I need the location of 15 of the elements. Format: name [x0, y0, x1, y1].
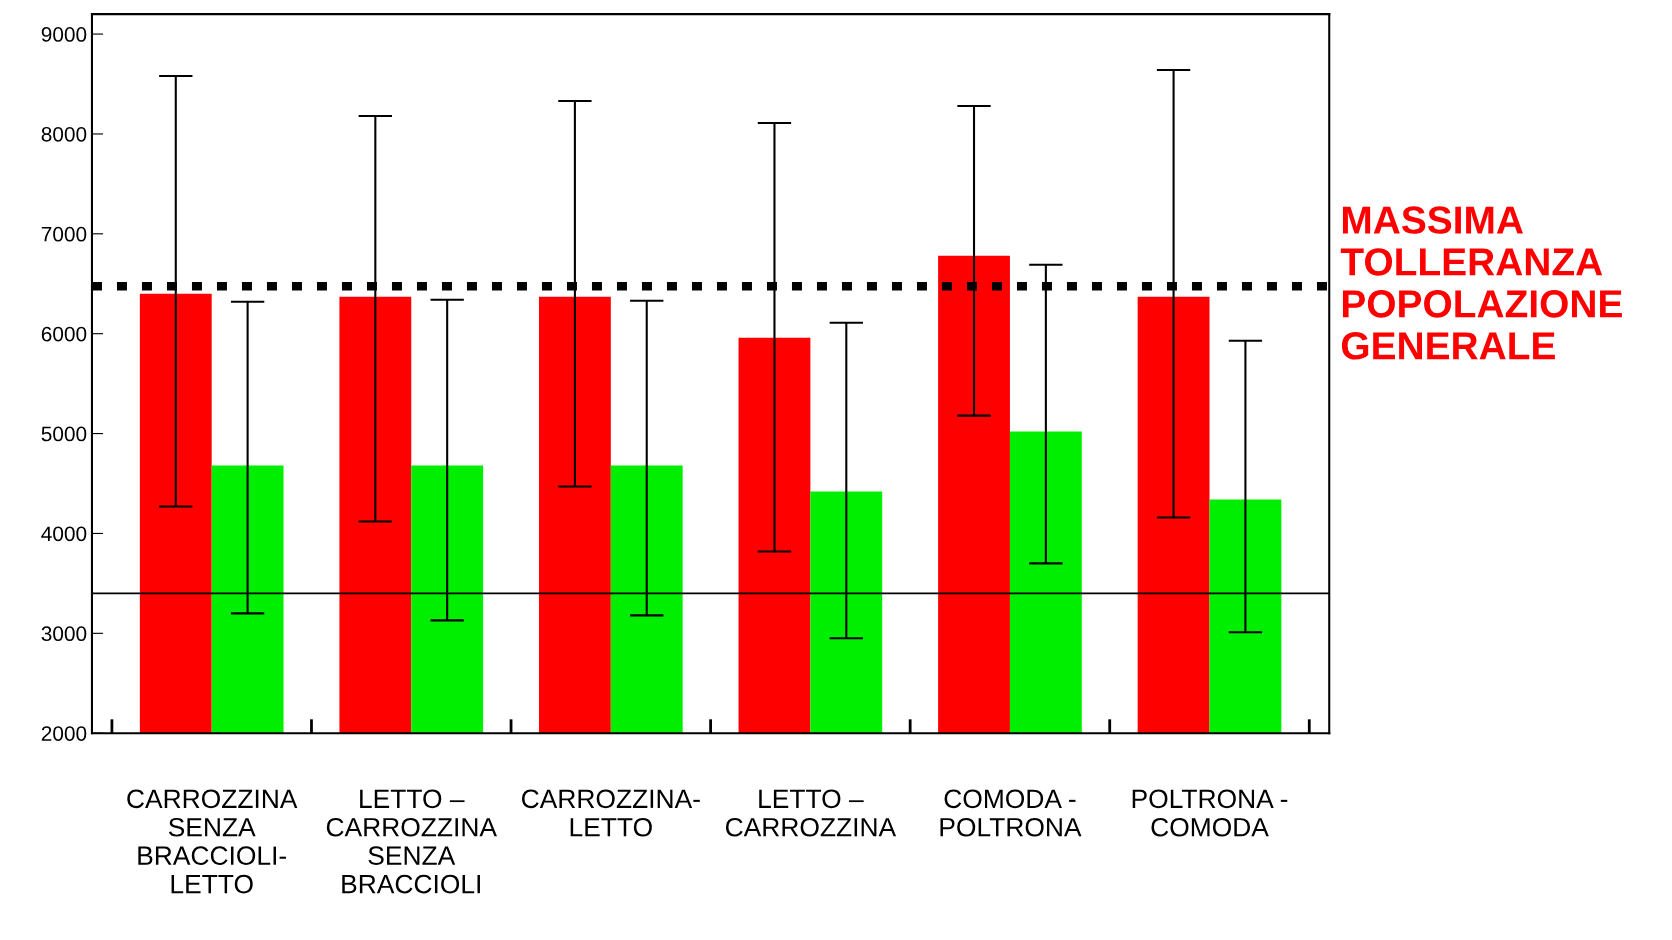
y-tick-label: 2000: [41, 726, 87, 741]
y-tick-label: 6000: [41, 326, 87, 342]
y-tick-label: 9000: [41, 27, 87, 42]
y-tick-label: 3000: [41, 626, 87, 642]
y-tick-label: 7000: [41, 226, 87, 242]
x-tick-label: CARROZZINA- LETTO: [522, 789, 700, 837]
x-tick-label: COMODA - POLTRONA: [940, 789, 1082, 837]
y-tick-label: 8000: [41, 126, 87, 142]
x-tick-label: LETTO – CARROZZINA: [725, 789, 897, 837]
x-tick-label: LETTO – CARROZZINA SENZA BRACCIOLI: [326, 789, 497, 894]
ref-line-label: MASSIMA TOLLERANZA POPOLAZIONE GENERALE: [1340, 206, 1622, 360]
y-tick-label: 5000: [41, 426, 87, 442]
x-tick-label: POLTRONA - COMODA: [1132, 789, 1288, 837]
x-tick-label: CARROZZINA SENZA BRACCIOLI- LETTO: [127, 789, 298, 894]
y-tick-label: 4000: [41, 526, 87, 542]
